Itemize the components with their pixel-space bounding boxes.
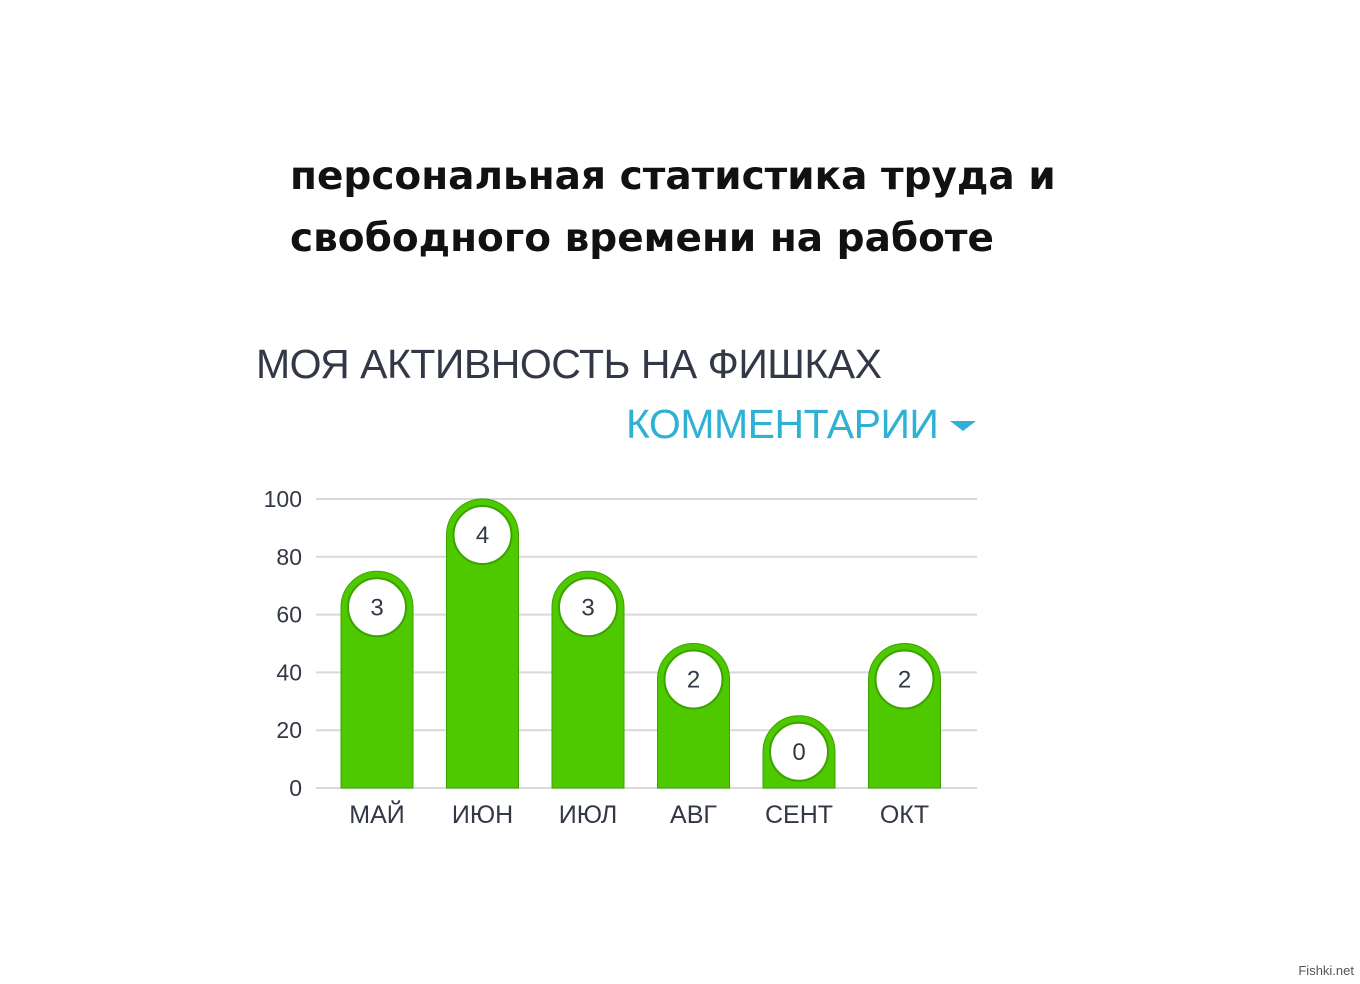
y-tick-label: 80 <box>276 544 302 570</box>
data-label: 2 <box>687 667 700 694</box>
watermark: Fishki.net <box>1298 963 1354 978</box>
page-caption: персональная статистика труда и свободно… <box>290 146 1056 270</box>
data-label-bubble <box>874 649 935 710</box>
x-tick-label: ИЮЛ <box>559 801 618 829</box>
x-tick-label: АВГ <box>670 801 717 829</box>
y-tick-label: 0 <box>289 775 302 801</box>
x-tick-label: СЕНТ <box>765 801 833 829</box>
filter-label: КОММЕНТАРИИ <box>626 401 939 447</box>
data-label: 2 <box>898 667 911 694</box>
bar <box>446 498 519 789</box>
data-label-bubble <box>663 649 724 710</box>
widget-title: МОЯ АКТИВНОСТЬ НА ФИШКАХ <box>256 341 882 387</box>
data-label: 3 <box>370 594 383 621</box>
caption-line-1: персональная статистика труда и <box>290 154 1056 199</box>
y-tick-label: 40 <box>276 659 302 685</box>
comments-filter-dropdown[interactable]: КОММЕНТАРИИ <box>626 398 977 450</box>
x-tick-label: МАЙ <box>349 799 404 829</box>
caption-line-2: свободного времени на работе <box>290 216 994 261</box>
y-tick-label: 20 <box>276 717 302 743</box>
x-tick-label: ИЮН <box>452 801 513 829</box>
data-label-bubble <box>769 721 829 782</box>
data-label: 3 <box>581 594 594 621</box>
y-tick-label: 100 <box>264 486 302 512</box>
data-label-bubble <box>452 505 513 565</box>
data-label: 4 <box>476 522 489 549</box>
y-tick-label: 60 <box>276 602 302 628</box>
chevron-down-icon <box>950 421 977 431</box>
x-tick-label: ОКТ <box>880 801 929 829</box>
data-label-bubble <box>347 577 407 638</box>
data-label: 0 <box>792 739 805 766</box>
data-label-bubble <box>558 577 618 638</box>
